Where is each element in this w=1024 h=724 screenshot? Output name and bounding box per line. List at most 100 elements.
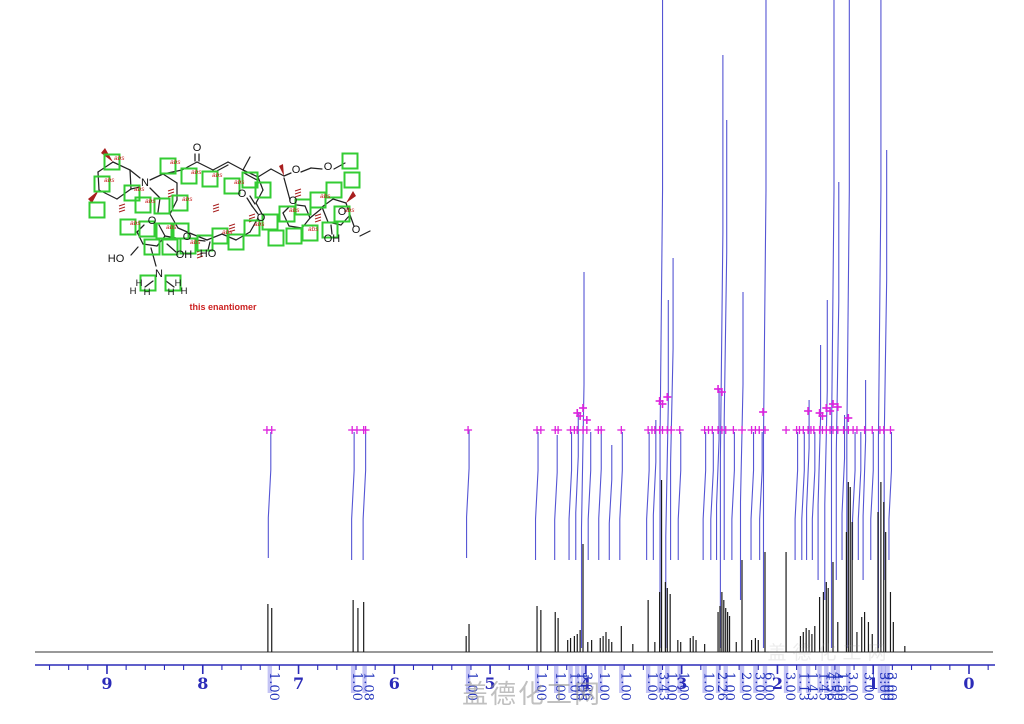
integral-value-label: 3.00 bbox=[751, 672, 766, 701]
integral-curve bbox=[670, 258, 674, 560]
atom-label: HO bbox=[108, 253, 125, 265]
stereo-wedge bbox=[88, 190, 99, 203]
stereo-hash bbox=[294, 188, 302, 192]
stereo-wedge bbox=[346, 191, 356, 203]
integral-value-label: 3.00 bbox=[782, 672, 797, 701]
bond bbox=[97, 171, 100, 191]
abs-stereo-label: abs bbox=[104, 177, 115, 184]
integral-value-label: 1.00 bbox=[676, 672, 691, 701]
integral-curve bbox=[811, 432, 816, 560]
abs-stereo-label: abs bbox=[182, 196, 193, 203]
integral-label-band bbox=[362, 666, 367, 693]
stereocenter-box bbox=[180, 167, 198, 185]
stereocenter-box bbox=[325, 181, 343, 199]
integral-curve bbox=[723, 120, 728, 560]
stereo-hash bbox=[228, 223, 236, 227]
integral-label-band bbox=[805, 666, 811, 693]
integral-value-label: 1.00 bbox=[722, 672, 737, 701]
integral-curve bbox=[716, 388, 720, 560]
integral-value-label: 1.08 bbox=[361, 672, 376, 701]
integral-label-band bbox=[739, 666, 745, 693]
abs-stereo-label: abs bbox=[320, 193, 331, 200]
atom-label: OH bbox=[324, 233, 341, 245]
integral-curve bbox=[801, 432, 805, 560]
integral-label-band bbox=[580, 666, 586, 693]
abs-stereo-label: abs bbox=[145, 198, 156, 205]
integral-label-band bbox=[881, 666, 886, 693]
atom-label: H bbox=[130, 286, 137, 297]
bond bbox=[242, 156, 251, 171]
stereo-hash bbox=[212, 209, 220, 213]
integral-label-band bbox=[657, 666, 662, 693]
integral-curve bbox=[659, 0, 664, 648]
stereocenter-box bbox=[134, 196, 152, 214]
stereocenter-box bbox=[241, 171, 259, 189]
bond bbox=[283, 172, 292, 177]
integral-curve bbox=[646, 432, 650, 560]
stereo-hash bbox=[118, 203, 126, 207]
integral-value-label: 3.00 bbox=[861, 672, 876, 701]
integral-curve bbox=[824, 300, 828, 600]
bond bbox=[130, 246, 139, 256]
integral-curve bbox=[619, 432, 623, 560]
stereocenter-box bbox=[333, 205, 351, 223]
bond bbox=[129, 169, 141, 179]
atom-label: H bbox=[144, 287, 151, 298]
abs-stereo-label: abs bbox=[289, 207, 300, 214]
bond bbox=[321, 206, 329, 223]
abs-stereo-label: abs bbox=[166, 224, 177, 231]
stereocenter-box bbox=[88, 201, 106, 219]
stereocenter-box bbox=[119, 218, 137, 236]
spectrum-trace bbox=[35, 480, 993, 653]
stereocenter-box bbox=[223, 177, 241, 195]
stereocenter-box bbox=[321, 221, 339, 239]
integral-curve bbox=[841, 415, 846, 560]
peak-markers bbox=[262, 385, 895, 434]
atom-label: O bbox=[289, 195, 298, 207]
integral-value-label: 1.43 bbox=[804, 672, 819, 701]
integral-label-band bbox=[568, 666, 573, 693]
integral-curves bbox=[267, 0, 893, 648]
bond bbox=[249, 195, 256, 205]
stereocenter-box bbox=[153, 197, 171, 215]
integral-label-band bbox=[534, 666, 540, 693]
integral-value-label: 3.00 bbox=[844, 672, 859, 701]
stereocenter-box bbox=[123, 184, 141, 202]
integral-value-label: 3.00 bbox=[876, 672, 891, 701]
integral-curve bbox=[835, 182, 840, 580]
atom-label: O bbox=[292, 164, 301, 176]
atom-label: N bbox=[141, 177, 149, 189]
bond bbox=[359, 230, 371, 237]
integral-label-band bbox=[835, 666, 840, 693]
stereocenter-box bbox=[254, 181, 272, 199]
stereo-hash bbox=[314, 213, 322, 217]
stereocenter-box bbox=[343, 171, 361, 189]
bond bbox=[330, 224, 333, 235]
integral-curve bbox=[870, 432, 874, 560]
stereocenter-box bbox=[161, 238, 179, 256]
bond bbox=[177, 227, 193, 235]
bond bbox=[207, 241, 211, 251]
bond bbox=[349, 214, 355, 227]
stereocenter-box bbox=[227, 233, 245, 251]
stereocenter-box bbox=[159, 157, 177, 175]
integral-curve bbox=[554, 435, 558, 560]
stereo-hash bbox=[228, 226, 236, 230]
bond bbox=[282, 212, 290, 227]
structure-caption: this enantiomer bbox=[189, 302, 257, 312]
abs-stereo-label: abs bbox=[170, 159, 181, 166]
stereocenter-box bbox=[267, 229, 285, 247]
integral-label-band bbox=[715, 666, 721, 693]
integral-value-label: 3.43 bbox=[656, 672, 671, 701]
stereocenter-box bbox=[285, 227, 303, 245]
axis-tick-label: 4 bbox=[580, 674, 591, 693]
integral-value-label: 1.00 bbox=[533, 672, 548, 701]
abs-stereo-label: abs bbox=[130, 220, 141, 227]
abs-stereo-label: abs bbox=[222, 229, 233, 236]
watermark-text: 盖德化工网 bbox=[462, 680, 602, 710]
bond bbox=[169, 213, 179, 229]
integral-label-band bbox=[783, 666, 789, 693]
integral-curve bbox=[710, 432, 714, 560]
integral-value-label: 1.00 bbox=[701, 672, 716, 701]
